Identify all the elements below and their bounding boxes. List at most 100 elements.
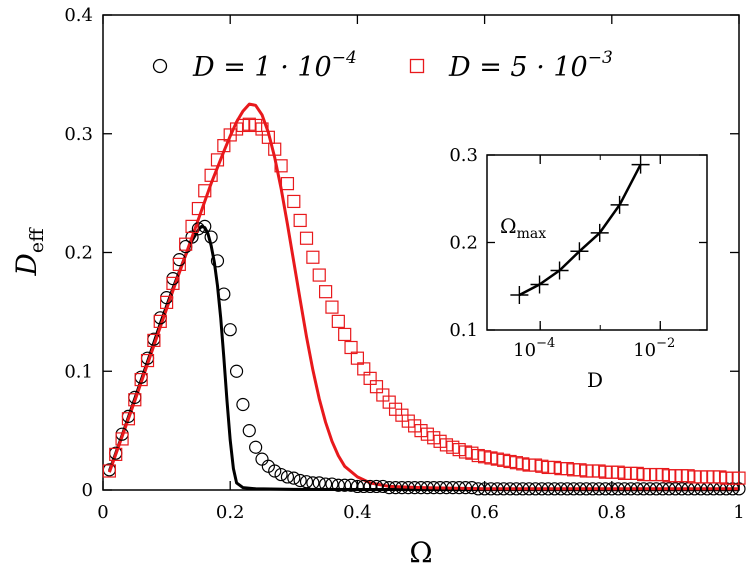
inset-data-point-plus [550, 261, 569, 280]
main-y-tick-label: 0.4 [64, 5, 93, 26]
main-x-axis-label: Ω [409, 536, 432, 569]
data-point-square [732, 471, 746, 485]
data-point-square [191, 201, 205, 216]
data-point-circle [624, 482, 638, 496]
data-point-circle [560, 482, 574, 496]
data-point-circle [605, 482, 619, 496]
data-point-circle [458, 481, 473, 495]
data-point-circle [249, 440, 263, 454]
data-point-circle [388, 481, 403, 495]
data-point-square [172, 257, 186, 271]
data-point-circle [649, 482, 663, 496]
data-point-circle [344, 478, 358, 492]
data-point-square [134, 372, 148, 387]
inset-y-axis-label: Ωmax [500, 214, 546, 242]
main-x-tick-label: 1 [733, 502, 744, 523]
data-point-circle [287, 471, 301, 485]
data-point-circle [236, 397, 250, 412]
main-x-ticks: 0 0.2 0.4 0.6 0.8 1 [97, 15, 745, 523]
data-point-circle [325, 477, 339, 491]
inset-y-ticks: 0.1 0.2 0.3 [449, 145, 707, 341]
data-point-circle [630, 482, 644, 496]
data-point-circle [465, 481, 479, 495]
data-point-circle [217, 287, 231, 301]
inset-y-tick-label: 0.2 [449, 233, 478, 254]
main-y-tick-label: 0.2 [64, 243, 93, 264]
data-point-circle [382, 481, 396, 495]
data-point-circle [198, 219, 212, 233]
main-x-tick-label: 0.2 [216, 502, 245, 523]
data-point-circle [656, 482, 670, 496]
inset-data-point-plus [510, 286, 529, 304]
main-y-tick-label: 0.3 [64, 124, 93, 145]
data-point-square [268, 142, 282, 156]
data-point-circle [204, 230, 218, 244]
data-point-circle [395, 481, 409, 495]
data-point-circle [210, 254, 225, 268]
inset-x-tick-label: 10−4 [513, 336, 555, 361]
data-point-square [204, 168, 218, 182]
data-point-square [293, 213, 307, 228]
data-point-circle [490, 482, 504, 496]
inset-data-point-plus [570, 242, 589, 261]
data-point-square [280, 177, 295, 191]
data-point-circle [675, 482, 689, 496]
theory-line-2 [107, 102, 739, 491]
data-point-circle [662, 482, 676, 496]
data-point-circle [668, 482, 683, 496]
data-point-circle [503, 482, 517, 496]
data-point-circle [567, 482, 581, 496]
inset-y-label-text: Ω [500, 214, 517, 238]
data-point-square [338, 327, 352, 342]
inset-data-point-plus [590, 223, 609, 242]
data-point-circle [357, 479, 371, 494]
main-plot: 0 0.1 0.2 0.3 0.4 0 0.2 0.4 0.6 0.8 1 Deff Ω D = … [10, 5, 746, 569]
data-point-circle [293, 473, 307, 488]
data-point-square [331, 314, 345, 328]
data-point-square [160, 295, 174, 309]
data-point-circle [452, 481, 466, 495]
data-point-circle [255, 452, 269, 466]
data-point-circle [579, 482, 593, 496]
data-point-square [147, 333, 161, 347]
data-point-square [210, 153, 225, 167]
inset-x-ticks: 10−4 10−2 [513, 155, 675, 361]
data-point-circle [433, 481, 447, 495]
data-point-square [115, 432, 129, 446]
data-point-circle [312, 476, 326, 490]
data-point-circle [268, 464, 282, 478]
data-point-circle [401, 481, 415, 495]
main-x-tick-label: 0.4 [343, 502, 372, 523]
data-point-square [312, 268, 326, 282]
data-point-circle [331, 478, 345, 492]
data-point-circle [229, 364, 244, 378]
data-point-circle [414, 481, 428, 495]
data-point-square [128, 393, 142, 407]
main-y-tick-label: 0 [82, 480, 93, 501]
data-point-circle [299, 475, 314, 489]
main-theory-lines [107, 102, 739, 492]
legend-label-series-2: D = 5 · 10−3 [448, 48, 613, 83]
main-x-tick-label: 0.8 [597, 502, 626, 523]
data-point-circle [592, 482, 606, 496]
data-point-circle [306, 476, 320, 490]
data-point-circle [484, 482, 498, 496]
inset-x-tick-label: 10−2 [633, 336, 675, 361]
data-point-circle [439, 481, 454, 495]
main-data-markers [102, 117, 746, 496]
data-point-square [140, 353, 155, 368]
data-point-circle [471, 482, 485, 496]
legend-label-series-1: D = 1 · 10−4 [192, 48, 357, 83]
data-point-circle [319, 477, 333, 491]
legend-marker-circle [152, 58, 168, 74]
legend-marker-square [409, 58, 425, 74]
data-point-square [319, 285, 333, 299]
data-point-circle [350, 479, 364, 494]
inset-y-tick-label: 0.1 [449, 320, 478, 341]
data-point-circle [554, 482, 568, 496]
data-point-circle [516, 482, 530, 496]
data-point-square [198, 184, 212, 198]
data-point-circle [509, 482, 524, 496]
inset-y-label-subscript: max [517, 226, 547, 242]
